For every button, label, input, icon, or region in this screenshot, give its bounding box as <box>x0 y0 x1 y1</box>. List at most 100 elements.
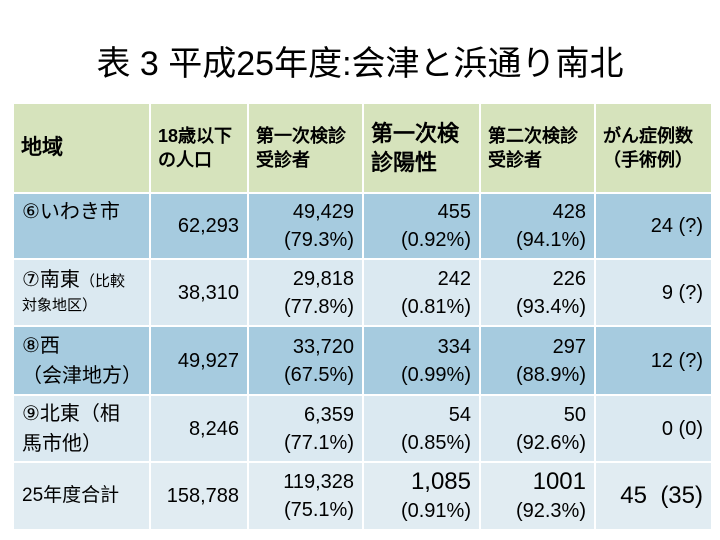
total-label: 25年度合計 <box>22 485 120 506</box>
header-line: 第二次検診 <box>488 126 578 146</box>
header-cancer-cases: がん症例数 （手術例） <box>595 103 712 193</box>
rate-value: (88.9%) <box>515 363 586 386</box>
second-exam-examinees-cell: 428 (94.1%) <box>480 193 595 259</box>
results-table: 地域 18歳以下 の人口 第一次検診 受診者 第一次検 診陽性 第二次検診 受診… <box>13 103 712 530</box>
count-value: 54 <box>448 403 471 426</box>
count-value: 33,720 <box>292 335 354 358</box>
second-exam-examinees-cell: 297 (88.9%) <box>480 326 595 395</box>
cancer-cases-cell: 12 (?) <box>595 326 712 395</box>
population-cell: 8,246 <box>150 395 248 462</box>
rate-value: (0.81%) <box>400 295 471 318</box>
header-line: がん症例数 <box>603 126 693 146</box>
region-name: ⑨北東（相 <box>22 402 120 425</box>
region-cell: ⑦南東（比較 対象地区） <box>13 259 150 326</box>
population-cell: 158,788 <box>150 462 248 530</box>
header-line: 第一次検 <box>371 121 460 146</box>
population-cell: 49,927 <box>150 326 248 395</box>
region-name: 馬市他） <box>22 432 102 455</box>
rate-value: (77.8%) <box>283 295 354 318</box>
count-value: 226 <box>552 267 586 290</box>
count-value: 1,085 <box>410 468 471 495</box>
first-exam-examinees-cell: 33,720 (67.5%) <box>248 326 363 395</box>
second-exam-examinees-cell: 226 (93.4%) <box>480 259 595 326</box>
second-exam-examinees-cell: 50 (92.6%) <box>480 395 595 462</box>
rate-value: (94.1%) <box>515 229 586 251</box>
first-exam-positive-cell: 334 (0.99%) <box>363 326 480 395</box>
cancer-cases-value: 12 (?) <box>650 349 703 372</box>
region-cell: ⑨北東（相 馬市他） <box>13 395 150 462</box>
cancer-cases-cell: 24 (?) <box>595 193 712 259</box>
first-exam-examinees-cell: 6,359 (77.1%) <box>248 395 363 462</box>
population-cell: 38,310 <box>150 259 248 326</box>
table-row-southeast: ⑦南東（比較 対象地区） 38,310 29,818 (77.8%) 242 (… <box>13 259 712 326</box>
region-note: 対象地区） <box>22 297 98 314</box>
header-region: 地域 <box>13 103 150 193</box>
header-line: 第一次検診 <box>256 126 346 146</box>
region-name-line: ⑦南東（比較 <box>22 268 125 294</box>
rate-value: (0.99%) <box>400 363 471 386</box>
slide-title: 表 3 平成25年度:会津と浜通り南北 <box>96 45 624 83</box>
rate-value: (93.4%) <box>515 295 586 318</box>
region-name: ⑧西 <box>22 334 60 357</box>
header-second-exam-examinees: 第二次検診 受診者 <box>480 103 595 193</box>
first-exam-positive-cell: 1,085 (0.91%) <box>363 462 480 530</box>
first-exam-examinees-cell: 29,818 (77.8%) <box>248 259 363 326</box>
header-line: 地域 <box>21 136 63 159</box>
table-row-total: 25年度合計 158,788 119,328 (75.1%) 1,085 (0.… <box>13 462 712 530</box>
region-name: （会津地方） <box>22 364 142 387</box>
rate-value: (0.85%) <box>400 431 471 454</box>
table-header-row: 地域 18歳以下 の人口 第一次検診 受診者 第一次検 診陽性 第二次検診 受診… <box>13 103 712 193</box>
population-value: 8,246 <box>188 417 239 440</box>
region-note: （比較 <box>79 273 125 290</box>
rate-value: (0.92%) <box>400 229 471 251</box>
first-exam-positive-cell: 242 (0.81%) <box>363 259 480 326</box>
region-cell: ⑥いわき市 <box>13 193 150 259</box>
header-line: 受診者 <box>488 150 542 170</box>
rate-value: (79.3%) <box>283 229 354 251</box>
count-value: 428 <box>552 201 586 223</box>
header-first-exam-positive: 第一次検 診陽性 <box>363 103 480 193</box>
rate-value: (75.1%) <box>283 499 354 521</box>
rate-value: (67.5%) <box>283 363 354 386</box>
header-line: 診陽性 <box>371 150 438 175</box>
header-line: 18歳以下 <box>158 126 233 146</box>
cancer-cases-value: 0 (0) <box>661 417 703 440</box>
header-line: の人口 <box>158 150 212 170</box>
rate-value: (92.3%) <box>515 500 586 522</box>
region-cell: 25年度合計 <box>13 462 150 530</box>
first-exam-examinees-cell: 119,328 (75.1%) <box>248 462 363 530</box>
cancer-cases-cell: 45 (35) <box>595 462 712 530</box>
count-value: 297 <box>552 335 586 358</box>
region-name: ⑦南東 <box>22 269 80 291</box>
first-exam-positive-cell: 455 (0.92%) <box>363 193 480 259</box>
region-cell: ⑧西 （会津地方） <box>13 326 150 395</box>
count-value: 455 <box>437 201 471 223</box>
population-value: 38,310 <box>177 281 239 304</box>
cancer-cases-value: 9 (?) <box>661 281 703 304</box>
cancer-cases-cell: 0 (0) <box>595 395 712 462</box>
cancer-cases-cell: 9 (?) <box>595 259 712 326</box>
count-value: 49,429 <box>292 201 354 223</box>
table-row-iwaki: ⑥いわき市 62,293 49,429 (79.3%) 455 (0.92%) … <box>13 193 712 259</box>
first-exam-examinees-cell: 49,429 (79.3%) <box>248 193 363 259</box>
population-cell: 62,293 <box>150 193 248 259</box>
population-value: 62,293 <box>177 215 239 237</box>
population-value: 49,927 <box>177 349 239 372</box>
header-first-exam-examinees: 第一次検診 受診者 <box>248 103 363 193</box>
table-row-northeast: ⑨北東（相 馬市他） 8,246 6,359 (77.1%) 54 (0.85%… <box>13 395 712 462</box>
header-line: （手術例） <box>603 150 693 170</box>
population-value: 158,788 <box>166 485 239 507</box>
rate-value: (0.91%) <box>400 500 471 522</box>
count-value: 242 <box>437 267 471 290</box>
cancer-cases-value: 24 (?) <box>650 215 703 237</box>
rate-value: (77.1%) <box>283 431 354 454</box>
count-value: 119,328 <box>283 471 354 493</box>
cancer-cases-value: 45 (35) <box>620 482 703 509</box>
header-population-under-18: 18歳以下 の人口 <box>150 103 248 193</box>
header-line: 受診者 <box>256 150 310 170</box>
table-row-west: ⑧西 （会津地方） 49,927 33,720 (67.5%) 334 (0.9… <box>13 326 712 395</box>
count-value: 50 <box>563 403 586 426</box>
region-name: ⑥いわき市 <box>22 201 120 223</box>
count-value: 29,818 <box>292 267 354 290</box>
first-exam-positive-cell: 54 (0.85%) <box>363 395 480 462</box>
